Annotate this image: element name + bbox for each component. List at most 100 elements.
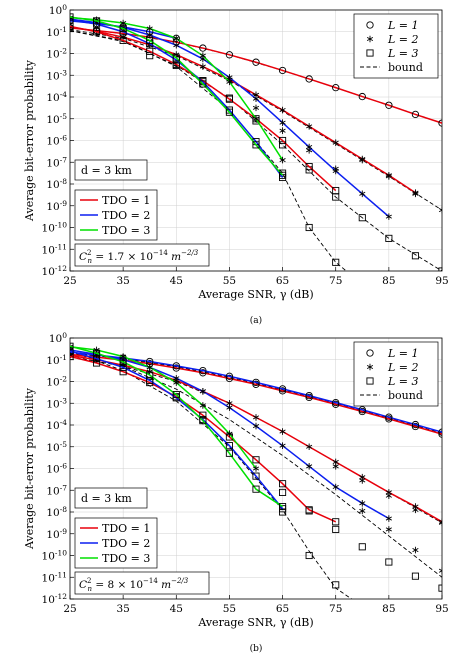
data-point [279, 119, 286, 126]
data-point [305, 506, 313, 514]
y-tick-label: 10-8 [46, 177, 67, 191]
legend-marker [366, 35, 374, 43]
series-line [70, 345, 283, 508]
x-axis-label: Average SNR, γ (dB) [197, 288, 313, 301]
y-tick-label: 10-1 [46, 25, 67, 39]
data-point [411, 422, 420, 431]
data-point [385, 515, 392, 522]
series-tdo3-L3 [70, 13, 287, 179]
y-tick-label: 10-1 [46, 353, 67, 367]
legend-marker [366, 363, 374, 371]
y-tick-label: 10-3 [46, 68, 67, 82]
x-tick-label: 55 [223, 603, 236, 615]
data-point [306, 143, 313, 151]
data-point [146, 376, 154, 384]
data-point [332, 483, 339, 491]
data-point [172, 362, 180, 370]
data-point [225, 95, 233, 103]
data-point [306, 123, 313, 130]
series-tdo3-L3 [70, 342, 287, 511]
data-point [119, 363, 127, 371]
data-point [70, 352, 74, 361]
bound-marker [385, 526, 392, 533]
data-point [438, 518, 442, 526]
data-point [279, 136, 287, 145]
y-tick-label: 10-11 [42, 570, 67, 584]
data-point [119, 24, 127, 33]
data-point [173, 379, 180, 386]
data-point [146, 25, 153, 32]
data-point [225, 449, 233, 457]
bound-marker [332, 525, 340, 533]
data-point [199, 387, 206, 395]
data-point [252, 422, 260, 430]
legend-marker [366, 49, 374, 57]
bound-marker [279, 127, 286, 135]
y-tick-label: 10-6 [46, 134, 67, 148]
data-point [305, 391, 313, 400]
y-tick-label: 100 [49, 3, 67, 17]
bound-marker [358, 214, 366, 222]
data-point [226, 404, 233, 411]
data-point [279, 171, 287, 179]
data-point [119, 368, 127, 376]
data-point [199, 52, 206, 59]
data-point [199, 369, 207, 377]
legend-marker [366, 377, 374, 385]
distance-annotation: d = 3 km [74, 159, 148, 181]
data-point [70, 23, 74, 31]
legend-label: bound [388, 389, 423, 402]
x-tick-label: 25 [63, 603, 76, 615]
data-point [252, 95, 260, 103]
data-point [119, 358, 127, 366]
plot-area [70, 13, 442, 271]
x-axis-label: Average SNR, γ (dB) [197, 616, 313, 629]
y-tick-label: 10-2 [46, 47, 67, 61]
bound-marker [438, 584, 442, 592]
data-point [358, 406, 366, 414]
data-point [252, 414, 260, 421]
x-tick-label: 95 [435, 275, 448, 287]
y-tick-label: 10-5 [46, 440, 67, 454]
data-point [225, 374, 234, 383]
data-point [93, 17, 101, 25]
legend-label: L = 2 [387, 33, 419, 46]
bound-marker [279, 141, 287, 149]
bound-marker [411, 572, 419, 580]
data-point [279, 503, 287, 511]
y-tick-label: 10-10 [42, 221, 68, 235]
data-point [199, 80, 207, 88]
data-point [252, 465, 260, 472]
data-point [252, 380, 260, 388]
data-point [385, 172, 392, 179]
y-tick-label: 10-8 [46, 505, 67, 519]
data-point [226, 78, 233, 86]
y-tick-label: 10-11 [42, 242, 67, 256]
bound-marker [332, 258, 340, 266]
annotation-box [74, 159, 148, 181]
annotation-text: d = 3 km [81, 164, 132, 177]
data-point [305, 75, 313, 83]
legend-label: L = 3 [387, 47, 419, 60]
legend-label: TDO = 3 [102, 552, 150, 565]
bound-marker [279, 488, 287, 496]
legend-label: L = 1 [387, 19, 419, 32]
data-point [119, 36, 127, 44]
data-point [199, 366, 207, 375]
series-tdo3-L2 [70, 14, 286, 164]
data-point [225, 372, 234, 380]
y-tick-label: 10-9 [46, 199, 67, 213]
legend-label: L = 2 [387, 361, 419, 374]
series-line [70, 353, 442, 435]
data-point [225, 108, 233, 116]
data-point [438, 428, 442, 436]
data-point [252, 456, 260, 464]
data-point [385, 101, 393, 109]
panel-b: 25 35 45 55 65 75 85 95 100 10-1 10-2 10-3 10-4 10-5 1… [23, 331, 449, 654]
data-point [199, 402, 206, 409]
x-tick-label: 65 [276, 603, 289, 615]
bound-marker [385, 558, 393, 566]
data-point [70, 343, 74, 350]
